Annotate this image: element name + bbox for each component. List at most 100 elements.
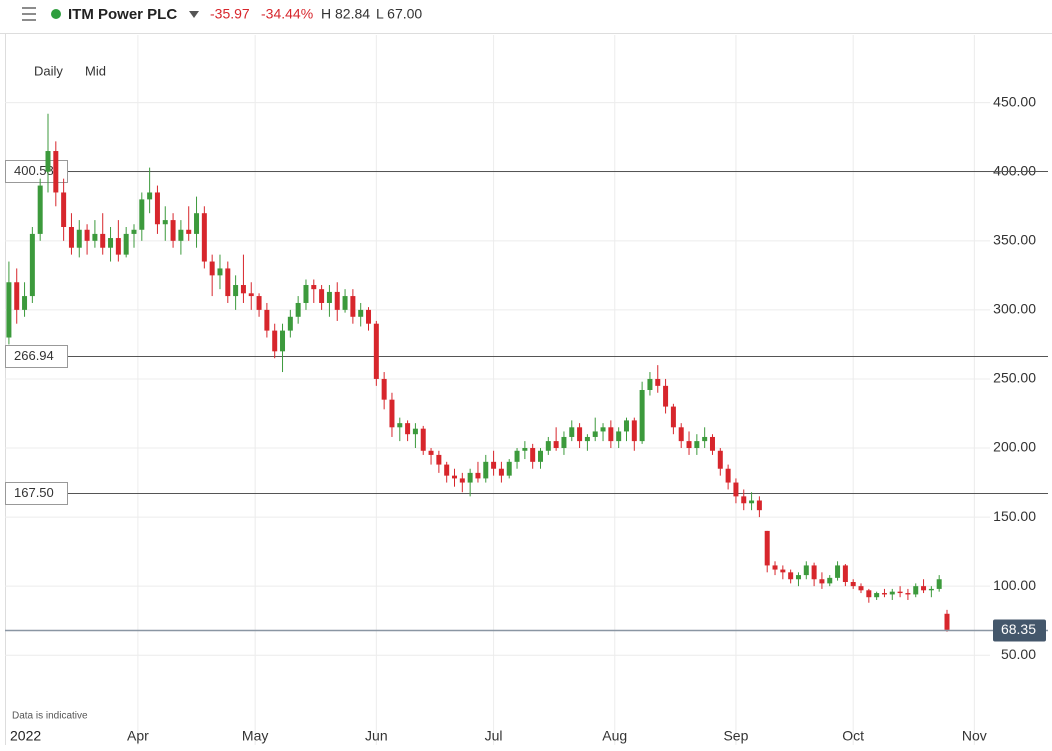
candle-body bbox=[483, 461, 489, 479]
candle-body bbox=[647, 378, 653, 390]
candles bbox=[6, 113, 950, 632]
day-low: L 67.00 bbox=[376, 6, 422, 22]
candle-body bbox=[178, 229, 184, 241]
candle-body bbox=[631, 420, 637, 442]
candle-body bbox=[84, 229, 90, 241]
candle-body bbox=[717, 450, 723, 469]
candle-body bbox=[295, 302, 301, 317]
candle-body bbox=[115, 238, 121, 255]
price-type[interactable]: Mid bbox=[85, 63, 106, 78]
candle-body bbox=[201, 213, 207, 262]
candle-body bbox=[569, 427, 575, 437]
candle-body bbox=[921, 586, 927, 591]
y-tick-label: 400.00 bbox=[993, 162, 1036, 178]
candle-body bbox=[319, 289, 325, 303]
candle-body bbox=[889, 591, 895, 595]
candle-body bbox=[240, 285, 246, 294]
candle-body bbox=[139, 199, 145, 230]
candle-body bbox=[850, 582, 856, 587]
candle-body bbox=[530, 448, 536, 462]
candle-body bbox=[874, 593, 880, 598]
candle-body bbox=[561, 436, 567, 449]
candle-body bbox=[436, 454, 442, 465]
candle-body bbox=[795, 575, 801, 580]
level-label-box bbox=[5, 482, 68, 505]
candle-body bbox=[6, 282, 12, 338]
y-tick-label: 150.00 bbox=[993, 508, 1036, 524]
candle-body bbox=[827, 577, 833, 584]
candle-body bbox=[22, 296, 28, 310]
candle-body bbox=[545, 441, 551, 451]
candle-body bbox=[881, 593, 887, 595]
menu-icon[interactable] bbox=[22, 7, 36, 21]
candle-body bbox=[272, 330, 278, 352]
candle-body bbox=[100, 233, 106, 248]
x-tick-label: Sep bbox=[723, 728, 748, 744]
candle-body bbox=[944, 613, 950, 630]
interval[interactable]: Daily bbox=[34, 63, 63, 78]
candle-body bbox=[358, 309, 364, 317]
candle-body bbox=[655, 378, 661, 386]
candle-body bbox=[772, 565, 778, 570]
y-tick-label: 350.00 bbox=[993, 232, 1036, 248]
candle-body bbox=[905, 593, 911, 595]
candle-body bbox=[553, 441, 559, 449]
candle-body bbox=[928, 588, 934, 591]
candle-body bbox=[397, 423, 403, 428]
candle-body bbox=[217, 268, 223, 276]
candle-body bbox=[756, 500, 762, 511]
candle-body bbox=[709, 436, 715, 451]
candle-body bbox=[405, 423, 411, 435]
candle-body bbox=[616, 431, 622, 442]
x-tick-label: Jun bbox=[365, 728, 388, 744]
candle-body bbox=[186, 229, 192, 234]
candle-body bbox=[678, 427, 684, 442]
candle-body bbox=[811, 565, 817, 580]
candle-body bbox=[170, 220, 176, 241]
candle-body bbox=[428, 450, 434, 455]
candle-body bbox=[623, 420, 629, 432]
candle-body bbox=[287, 316, 293, 331]
candle-body bbox=[76, 229, 82, 248]
candle-body bbox=[162, 220, 168, 225]
candle-body bbox=[702, 436, 708, 442]
candle-body bbox=[14, 282, 20, 310]
change: -35.97 bbox=[210, 6, 250, 22]
candle-body bbox=[147, 192, 153, 200]
candle-body bbox=[459, 478, 465, 483]
candle-body bbox=[780, 569, 786, 573]
candle-body bbox=[248, 293, 254, 297]
candle-body bbox=[37, 185, 43, 234]
candle-body bbox=[366, 309, 372, 324]
level-label-box bbox=[5, 160, 68, 183]
candle-body bbox=[694, 441, 700, 449]
x-tick-label: Oct bbox=[842, 728, 864, 744]
level-label-box bbox=[5, 345, 68, 368]
candle-body bbox=[764, 530, 770, 566]
candle-body bbox=[68, 227, 74, 248]
instrument-name[interactable]: ITM Power PLC bbox=[68, 6, 177, 23]
candle-body bbox=[264, 309, 270, 331]
candle-body bbox=[491, 461, 497, 469]
candle-body bbox=[123, 233, 129, 255]
candle-body bbox=[350, 296, 356, 317]
candle-body bbox=[514, 450, 520, 462]
candle-body bbox=[608, 427, 614, 442]
x-tick-label: Nov bbox=[962, 728, 987, 744]
candle-body bbox=[936, 579, 942, 589]
candle-body bbox=[835, 565, 841, 578]
candle-body bbox=[92, 233, 98, 241]
candle-body bbox=[444, 464, 450, 476]
last-price-box bbox=[993, 619, 1046, 642]
candle-body bbox=[225, 268, 231, 297]
candle-body bbox=[209, 261, 215, 276]
y-tick-label: 200.00 bbox=[993, 439, 1036, 455]
note: Data is indicative bbox=[12, 711, 88, 722]
candle-body bbox=[373, 323, 379, 379]
candle-body bbox=[749, 500, 755, 504]
dropdown-arrow[interactable] bbox=[189, 11, 199, 18]
candle-body bbox=[61, 192, 67, 228]
candle-body bbox=[498, 468, 504, 476]
candle-body bbox=[913, 586, 919, 595]
